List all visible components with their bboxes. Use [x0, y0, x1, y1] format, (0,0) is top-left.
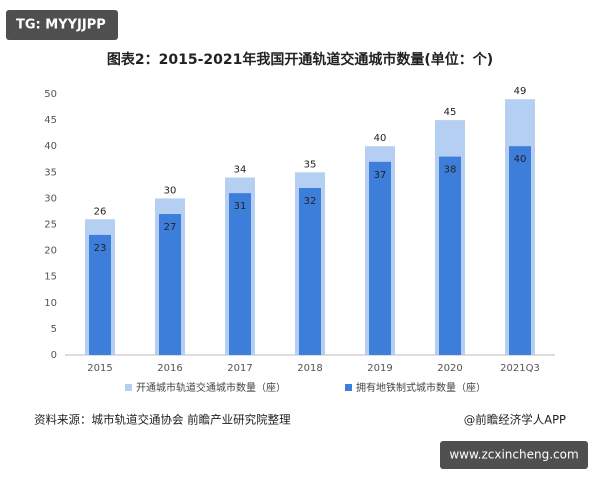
value-label: 49 — [514, 86, 527, 97]
y-tick-label: 40 — [44, 141, 57, 152]
credit: @前瞻经济学人APP — [464, 413, 566, 427]
chart-title: 图表2：2015-2021年我国开通轨道交通城市数量(单位：个) — [107, 51, 493, 68]
source: 资料来源：城市轨道交通协会 前瞻产业研究院整理 — [34, 413, 291, 427]
watermark-box — [6, 10, 118, 40]
bar — [299, 187, 321, 355]
value-label: 26 — [94, 206, 107, 217]
y-tick-label: 20 — [44, 246, 57, 257]
y-tick-label: 45 — [44, 115, 57, 126]
x-tick-label: 2020 — [437, 363, 462, 374]
y-tick-label: 15 — [44, 272, 57, 283]
legend-swatch — [125, 384, 132, 391]
value-label: 40 — [514, 154, 527, 165]
value-label: 45 — [444, 107, 457, 118]
y-tick-label: 50 — [44, 89, 57, 100]
legend-label: 拥有地铁制式城市数量（座） — [356, 381, 486, 394]
y-tick-label: 35 — [44, 167, 57, 178]
bar — [369, 161, 391, 355]
legend-swatch — [345, 384, 352, 391]
watermark-text: TG: MYYJJPP — [16, 18, 106, 33]
x-tick-label: 2021Q3 — [500, 363, 540, 374]
value-label: 31 — [234, 201, 247, 212]
y-tick-label: 25 — [44, 220, 57, 231]
value-label: 34 — [234, 165, 247, 176]
watermark-box — [440, 441, 588, 469]
bar — [89, 234, 111, 355]
watermark-text: www.zcxincheng.com — [449, 448, 578, 462]
value-label: 40 — [374, 133, 387, 144]
value-label: 30 — [164, 185, 177, 196]
x-tick-label: 2015 — [87, 363, 112, 374]
bar — [229, 193, 251, 355]
y-tick-label: 5 — [51, 324, 57, 335]
x-tick-label: 2016 — [157, 363, 182, 374]
value-label: 23 — [94, 243, 107, 254]
value-label: 38 — [444, 165, 457, 176]
value-label: 27 — [164, 222, 177, 233]
value-label: 32 — [304, 196, 317, 207]
bar — [159, 214, 181, 355]
x-tick-label: 2017 — [227, 363, 252, 374]
bar — [439, 156, 461, 355]
legend-label: 开通城市轨道交通城市数量（座） — [136, 381, 286, 394]
y-tick-label: 0 — [51, 350, 57, 361]
y-tick-label: 10 — [44, 298, 57, 309]
value-label: 37 — [374, 170, 387, 181]
x-tick-label: 2018 — [297, 363, 322, 374]
bar — [509, 146, 531, 355]
value-label: 35 — [304, 159, 317, 170]
y-tick-label: 30 — [44, 193, 57, 204]
x-tick-label: 2019 — [367, 363, 392, 374]
